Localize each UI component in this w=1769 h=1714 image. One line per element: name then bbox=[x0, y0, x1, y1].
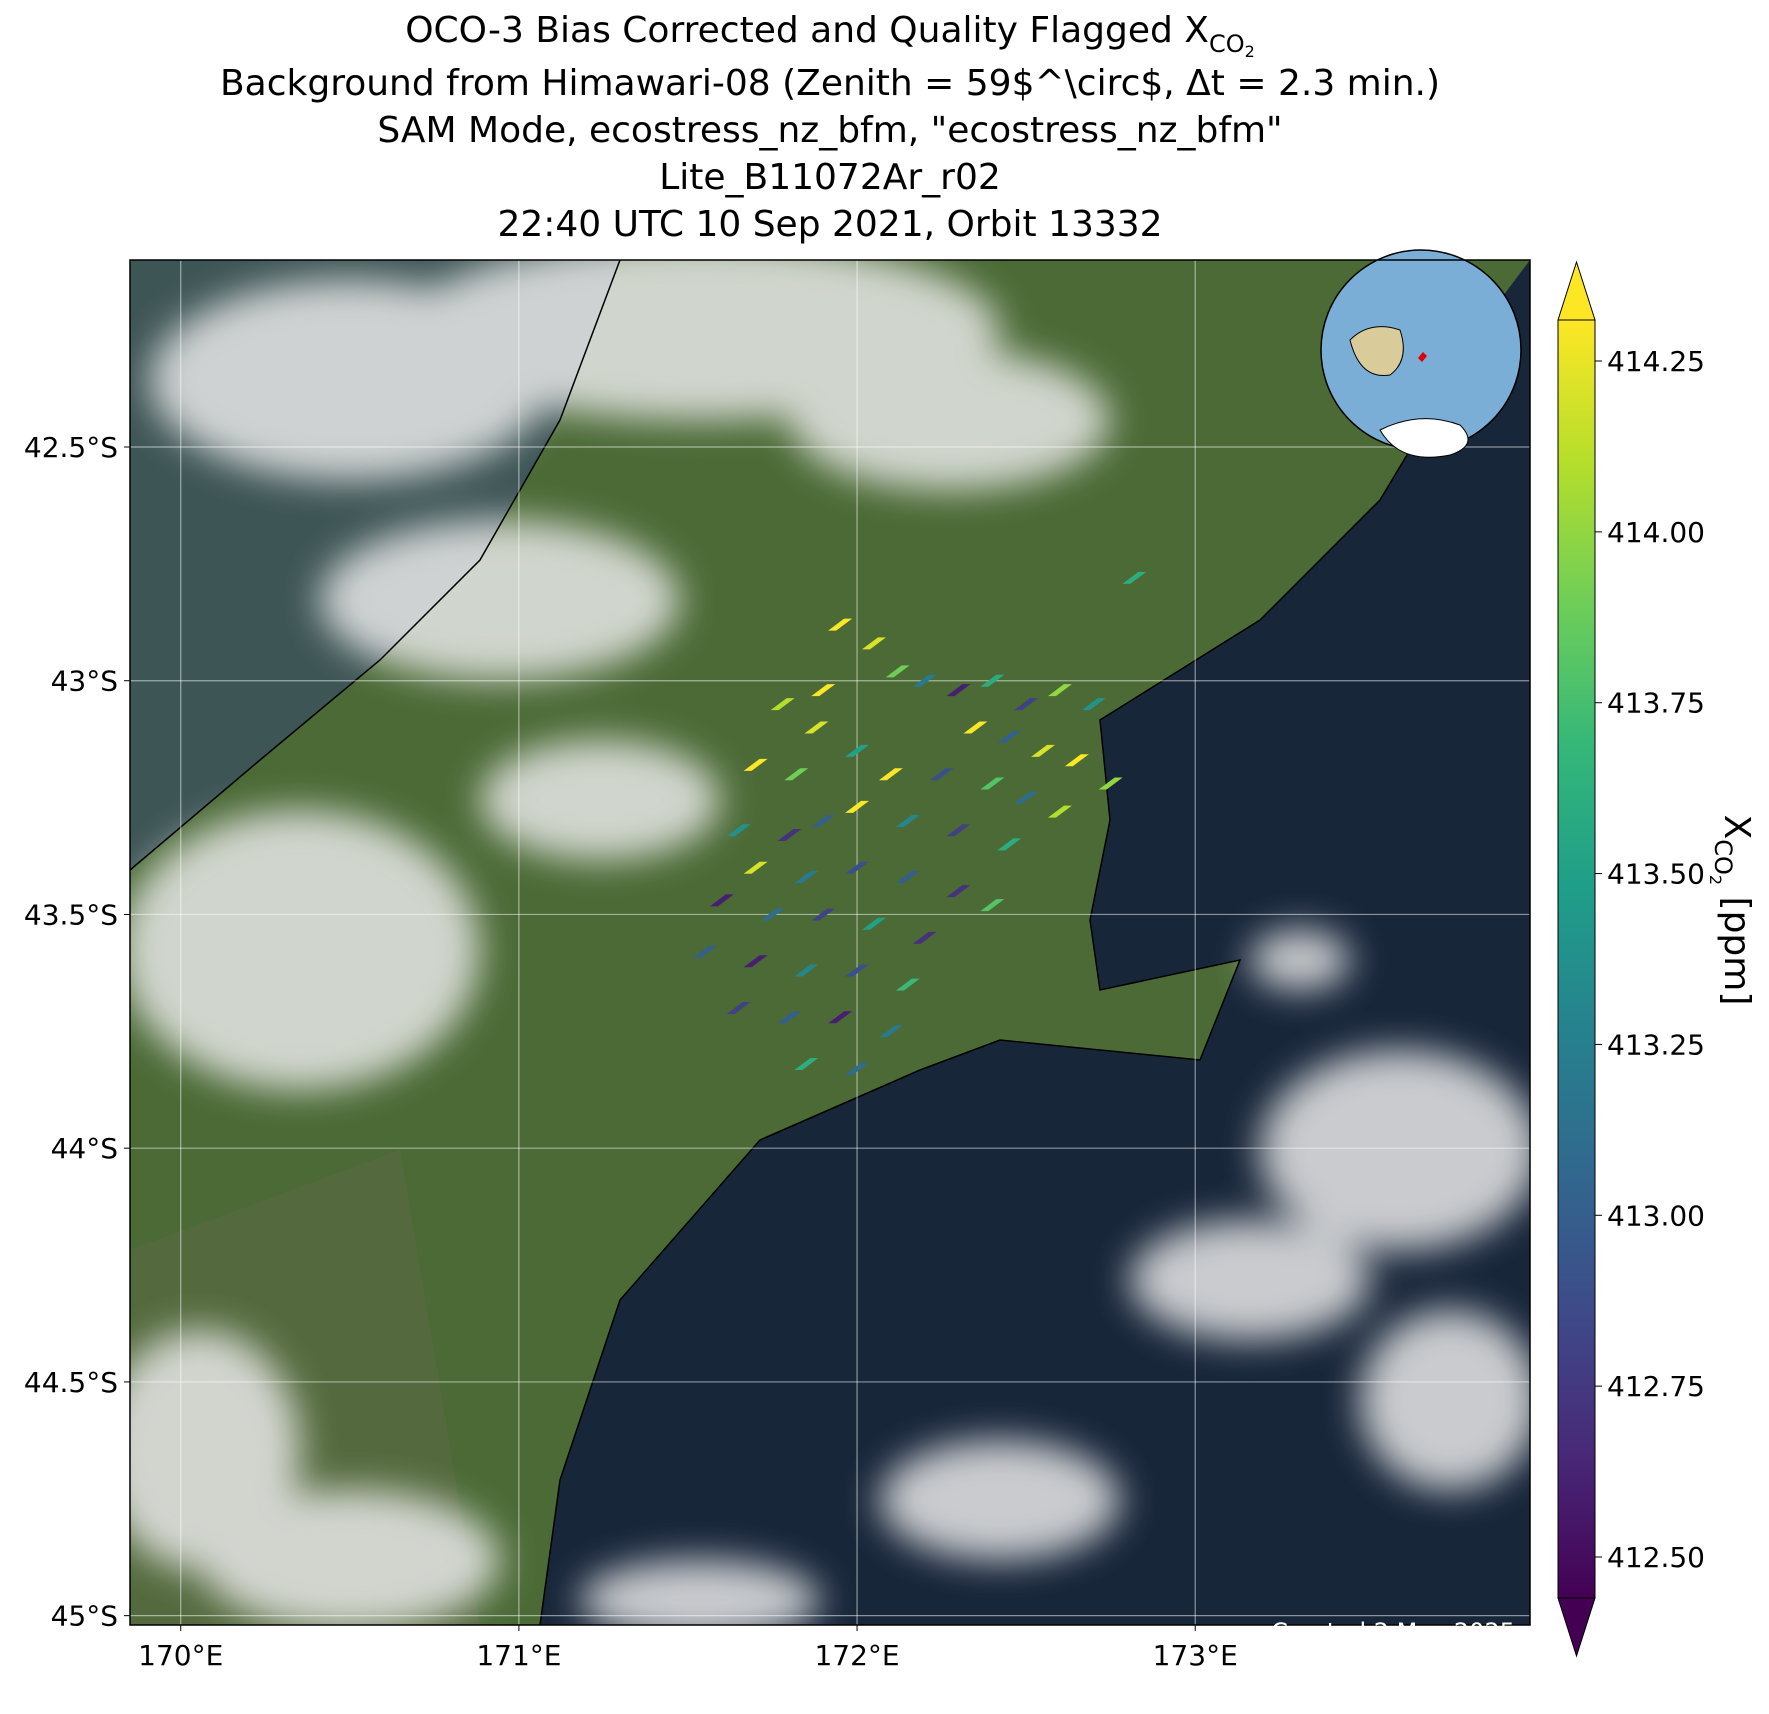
sounding bbox=[811, 684, 836, 697]
map-frame bbox=[129, 259, 1531, 1626]
sounding bbox=[726, 824, 751, 837]
sounding bbox=[895, 871, 920, 884]
sounding bbox=[794, 1058, 819, 1071]
sounding bbox=[1122, 571, 1147, 584]
sounding bbox=[963, 721, 988, 734]
sounding bbox=[885, 665, 910, 678]
colorbar-tick-label: 414.25 bbox=[1607, 345, 1705, 378]
sounding bbox=[777, 1011, 802, 1024]
sounding bbox=[777, 828, 802, 841]
x-tick-label: 171°E bbox=[476, 1639, 561, 1672]
sounding bbox=[804, 721, 829, 734]
sounding bbox=[1014, 791, 1039, 804]
sounding bbox=[1031, 744, 1056, 757]
sounding bbox=[997, 730, 1022, 743]
sounding bbox=[946, 684, 971, 697]
y-tick-label: 44°S bbox=[51, 1132, 118, 1165]
sounding bbox=[912, 931, 937, 944]
sounding bbox=[828, 1011, 853, 1024]
sounding bbox=[946, 824, 971, 837]
sounding bbox=[980, 674, 1005, 687]
sounding bbox=[743, 861, 768, 874]
colorbar-tick-label: 413.75 bbox=[1607, 687, 1705, 720]
sounding bbox=[709, 894, 734, 907]
sounding bbox=[770, 698, 795, 711]
y-tick-label: 44.5°S bbox=[24, 1366, 118, 1399]
sounding bbox=[929, 768, 954, 781]
sounding bbox=[828, 618, 853, 631]
sounding bbox=[997, 838, 1022, 851]
colorbar-tick-label: 412.50 bbox=[1607, 1541, 1705, 1574]
y-tick-label: 42.5°S bbox=[24, 431, 118, 464]
inset-globe bbox=[1320, 249, 1522, 458]
colorbar-extend bbox=[1557, 260, 1596, 321]
sounding bbox=[811, 908, 836, 921]
x-tick-label: 173°E bbox=[1153, 1639, 1238, 1672]
sounding bbox=[794, 871, 819, 884]
colorbar-frame bbox=[1557, 319, 1596, 1599]
sounding bbox=[784, 768, 809, 781]
x-tick-label: 170°E bbox=[138, 1639, 223, 1672]
sounding bbox=[861, 637, 886, 650]
colorbar-tick-label: 412.75 bbox=[1607, 1370, 1705, 1403]
colorbar-tick-label: 413.00 bbox=[1607, 1199, 1705, 1232]
sounding bbox=[1081, 698, 1106, 711]
sounding bbox=[1047, 684, 1072, 697]
sounding bbox=[861, 917, 886, 930]
sounding bbox=[1014, 698, 1039, 711]
sounding bbox=[692, 945, 717, 958]
sounding bbox=[743, 955, 768, 968]
y-tick-label: 45°S bbox=[51, 1600, 118, 1633]
colorbar-tick-label: 413.50 bbox=[1607, 858, 1705, 891]
title-line: SAM Mode, ecostress_nz_bfm, "ecostress_n… bbox=[377, 110, 1282, 151]
x-tick-label: 172°E bbox=[814, 1639, 899, 1672]
title-line: Lite_B11072Ar_r02 bbox=[659, 157, 1001, 198]
title-line: OCO-3 Bias Corrected and Quality Flagged… bbox=[405, 10, 1255, 61]
sounding bbox=[760, 908, 785, 921]
sounding bbox=[946, 885, 971, 898]
sounding bbox=[845, 861, 870, 874]
y-tick-label: 43°S bbox=[51, 665, 118, 698]
sounding bbox=[845, 1062, 870, 1075]
sounding bbox=[895, 814, 920, 827]
colorbar-tick-label: 414.00 bbox=[1607, 516, 1705, 549]
sounding bbox=[912, 674, 937, 687]
sounding bbox=[845, 800, 870, 813]
sounding bbox=[1064, 754, 1089, 767]
map-background bbox=[130, 260, 1530, 1625]
colorbar-label: XCO2 [ppm] bbox=[1706, 815, 1757, 1006]
credit: Created 2 May 2025 bbox=[1271, 1618, 1515, 1646]
sounding bbox=[980, 899, 1005, 912]
colorbar-tick-label: 413.25 bbox=[1607, 1028, 1705, 1061]
colorbar bbox=[1558, 320, 1595, 1598]
sounding bbox=[1047, 805, 1072, 818]
sounding bbox=[794, 964, 819, 977]
sounding bbox=[845, 964, 870, 977]
sounding bbox=[743, 758, 768, 771]
colorbar-extend bbox=[1557, 1597, 1596, 1658]
sounding bbox=[726, 1001, 751, 1014]
sounding bbox=[980, 777, 1005, 790]
sounding bbox=[1098, 777, 1123, 790]
title-line: Background from Himawari-08 (Zenith = 59… bbox=[220, 63, 1440, 104]
sounding bbox=[878, 768, 903, 781]
sounding bbox=[878, 1025, 903, 1038]
sounding bbox=[811, 814, 836, 827]
sounding bbox=[895, 978, 920, 991]
y-tick-label: 43.5°S bbox=[24, 898, 118, 931]
sounding bbox=[845, 744, 870, 757]
title-line: 22:40 UTC 10 Sep 2021, Orbit 13332 bbox=[497, 204, 1162, 245]
